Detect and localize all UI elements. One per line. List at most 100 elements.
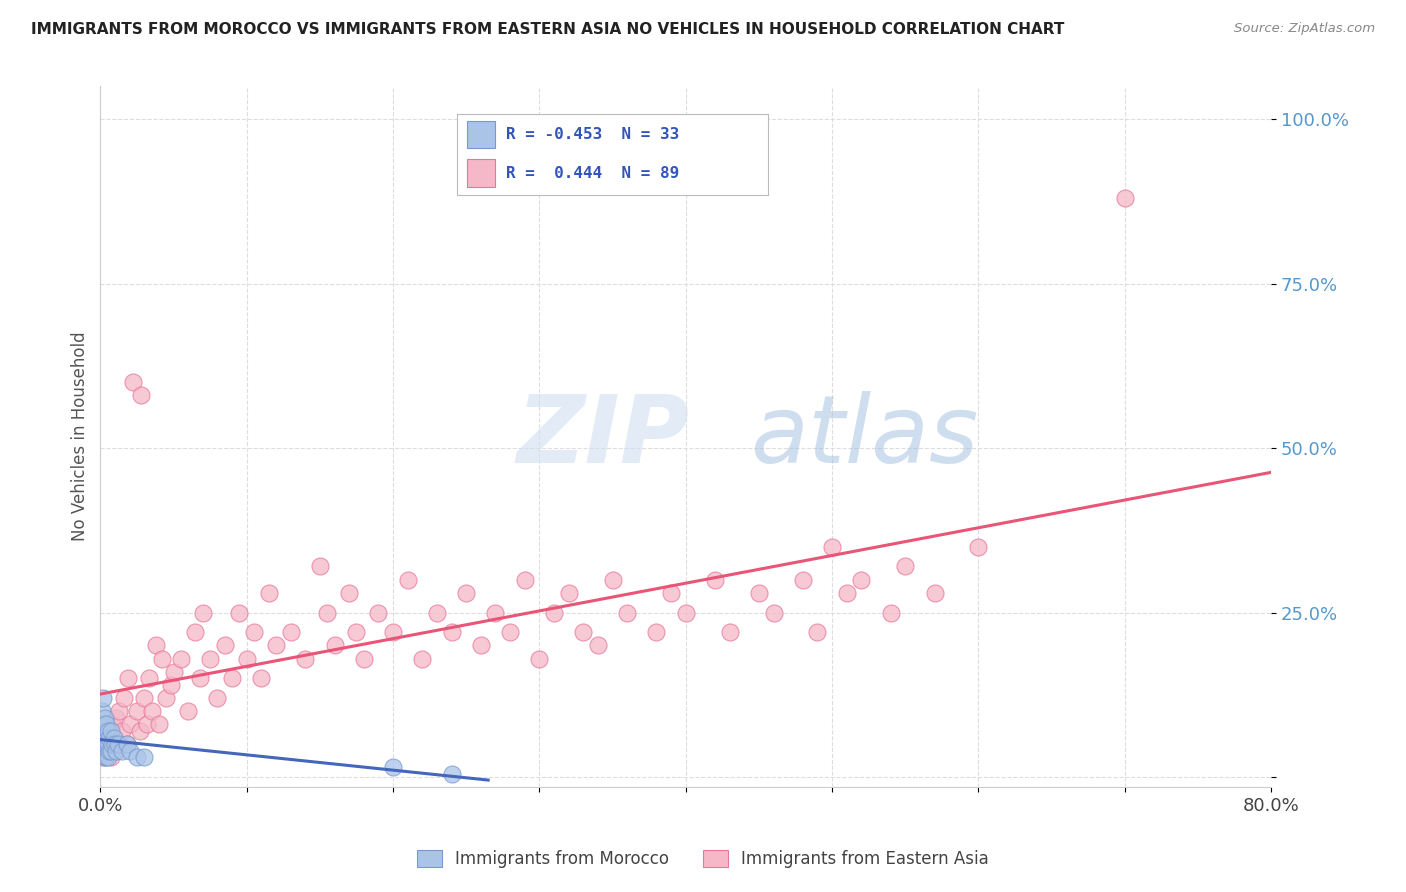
Point [543, 606, 565, 620]
Point [821, 540, 844, 554]
Point [136, 717, 159, 731]
Text: ZIP: ZIP [516, 391, 689, 483]
Point [1114, 191, 1136, 205]
Point [93, 744, 115, 758]
Point [440, 625, 463, 640]
Point [280, 625, 302, 640]
Point [155, 691, 177, 706]
Point [91, 750, 114, 764]
Point [90, 737, 112, 751]
Point [851, 573, 873, 587]
Point [97, 737, 120, 751]
Point [115, 737, 138, 751]
Point [97, 723, 120, 738]
Point [96, 717, 118, 731]
Point [323, 639, 346, 653]
Point [675, 606, 697, 620]
Point [93, 731, 115, 745]
Point [250, 671, 273, 685]
Point [111, 744, 134, 758]
Point [806, 625, 828, 640]
Point [879, 606, 901, 620]
Point [294, 651, 316, 665]
Point [162, 665, 184, 679]
Point [188, 671, 211, 685]
Point [111, 723, 134, 738]
Point [107, 737, 129, 751]
Point [184, 625, 207, 640]
Point [207, 691, 229, 706]
Point [170, 651, 193, 665]
Point [191, 606, 214, 620]
Point [98, 731, 121, 745]
Text: IMMIGRANTS FROM MOROCCO VS IMMIGRANTS FROM EASTERN ASIA NO VEHICLES IN HOUSEHOLD: IMMIGRANTS FROM MOROCCO VS IMMIGRANTS FR… [31, 22, 1064, 37]
Point [91, 717, 114, 731]
Point [382, 760, 405, 774]
Point [150, 651, 173, 665]
Point [91, 744, 114, 758]
Point [924, 586, 946, 600]
Point [529, 651, 551, 665]
Point [107, 737, 129, 751]
Point [100, 750, 122, 764]
Point [118, 744, 141, 758]
Point [440, 766, 463, 780]
Point [762, 606, 785, 620]
Point [100, 744, 122, 758]
Text: Source: ZipAtlas.com: Source: ZipAtlas.com [1234, 22, 1375, 36]
Point [101, 737, 124, 751]
Point [103, 744, 125, 758]
Point [792, 573, 814, 587]
Point [513, 573, 536, 587]
Point [586, 639, 609, 653]
Point [90, 704, 112, 718]
Point [659, 586, 682, 600]
Point [557, 586, 579, 600]
Point [103, 731, 125, 745]
Point [718, 625, 741, 640]
Point [131, 388, 153, 402]
Point [93, 737, 115, 751]
Point [396, 573, 419, 587]
Point [104, 731, 127, 745]
Point [138, 671, 160, 685]
Point [98, 737, 121, 751]
Point [198, 651, 221, 665]
Point [96, 750, 118, 764]
Point [125, 704, 148, 718]
Point [243, 625, 266, 640]
Point [645, 625, 668, 640]
Point [97, 750, 120, 764]
Point [121, 376, 143, 390]
Point [894, 559, 917, 574]
Point [105, 711, 128, 725]
Point [98, 744, 121, 758]
Point [134, 691, 156, 706]
Point [100, 723, 122, 738]
Point [382, 625, 405, 640]
Point [96, 744, 118, 758]
Point [228, 606, 250, 620]
Point [108, 704, 131, 718]
Point [177, 704, 200, 718]
Point [97, 723, 120, 738]
Point [104, 737, 127, 751]
Point [499, 625, 522, 640]
Point [145, 639, 167, 653]
Point [125, 750, 148, 764]
Point [93, 711, 115, 725]
Point [118, 717, 141, 731]
Point [112, 691, 135, 706]
Point [748, 586, 770, 600]
Point [128, 723, 150, 738]
Point [159, 678, 181, 692]
Point [835, 586, 858, 600]
Point [93, 750, 115, 764]
Legend: Immigrants from Morocco, Immigrants from Eastern Asia: Immigrants from Morocco, Immigrants from… [411, 843, 995, 875]
Point [316, 606, 339, 620]
Point [484, 606, 506, 620]
Point [411, 651, 433, 665]
Point [148, 717, 170, 731]
Point [337, 586, 360, 600]
Point [214, 639, 236, 653]
